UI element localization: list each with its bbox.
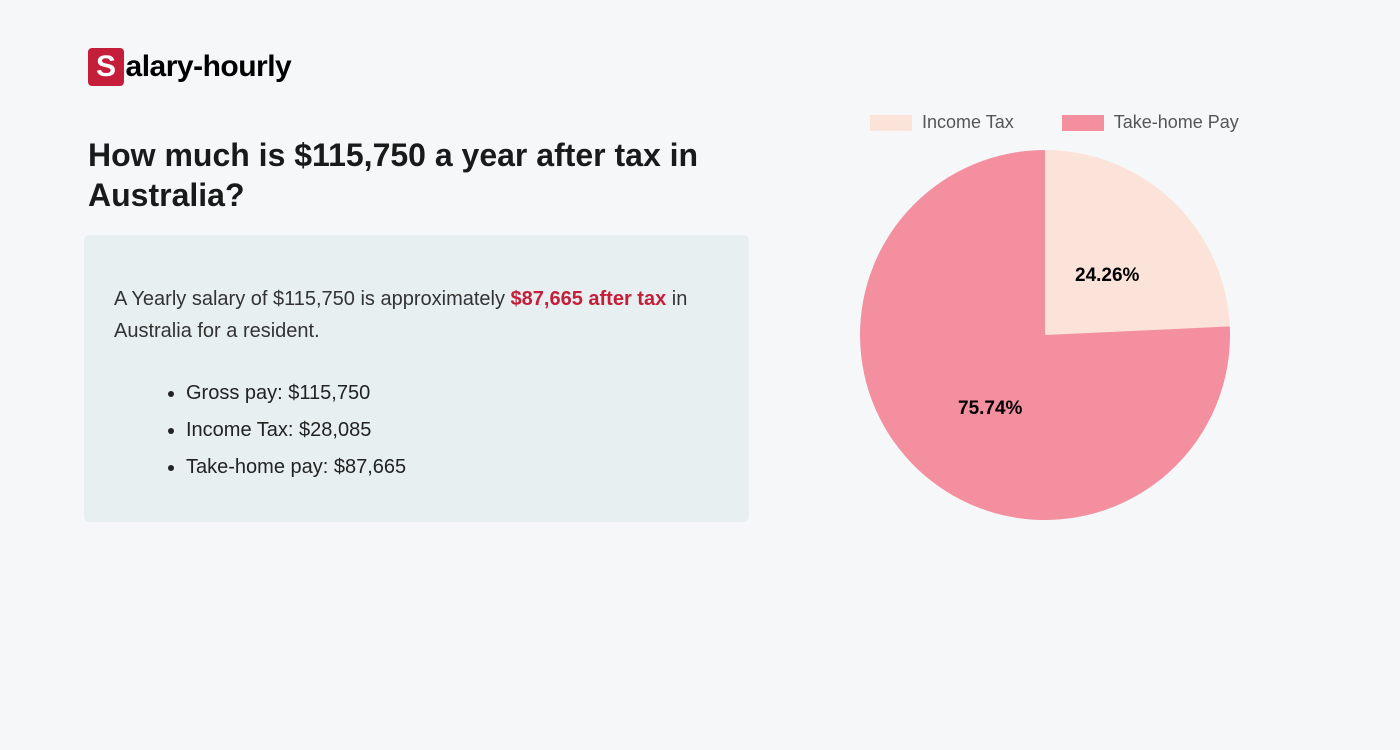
summary-text: A Yearly salary of $115,750 is approxima… [114, 283, 719, 347]
chart-legend: Income Tax Take-home Pay [870, 112, 1239, 133]
legend-item-income-tax: Income Tax [870, 112, 1014, 133]
legend-swatch [1062, 115, 1104, 131]
logo-text: alary-hourly [126, 50, 292, 84]
slice-label: 24.26% [1075, 265, 1139, 287]
page-title: How much is $115,750 a year after tax in… [88, 135, 708, 215]
breakdown-list: Gross pay: $115,750 Income Tax: $28,085 … [114, 375, 719, 486]
list-item: Gross pay: $115,750 [186, 375, 719, 412]
pie-chart: 24.26% 75.74% [860, 150, 1230, 520]
site-logo: S alary-hourly [88, 48, 291, 86]
slice-label: 75.74% [958, 398, 1022, 420]
list-item: Take-home pay: $87,665 [186, 449, 719, 486]
summary-box: A Yearly salary of $115,750 is approxima… [84, 235, 749, 522]
legend-label: Income Tax [922, 112, 1014, 133]
summary-prefix: A Yearly salary of $115,750 is approxima… [114, 288, 511, 310]
pie-svg [860, 150, 1230, 520]
legend-label: Take-home Pay [1114, 112, 1239, 133]
logo-badge: S [88, 48, 124, 86]
list-item: Income Tax: $28,085 [186, 412, 719, 449]
legend-item-take-home: Take-home Pay [1062, 112, 1239, 133]
legend-swatch [870, 115, 912, 131]
summary-highlight: $87,665 after tax [511, 288, 667, 310]
